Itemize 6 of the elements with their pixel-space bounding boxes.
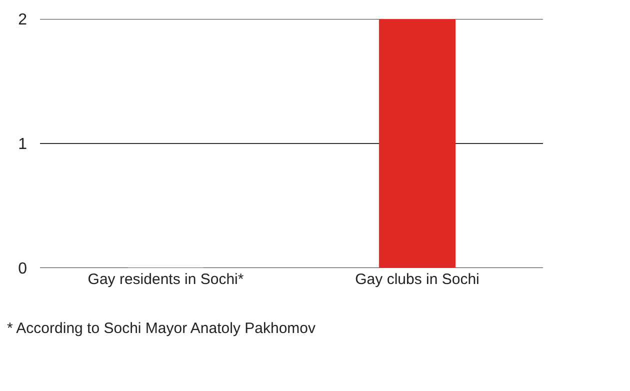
y-tick-label: 0 — [18, 260, 28, 278]
y-tick-label: 2 — [18, 12, 28, 29]
y-tick-label: 1 — [18, 136, 28, 154]
text: * According to Sochi Mayor Anatoly Pakhomov — [7, 320, 316, 337]
x-tick-label: Gay clubs in Sochi — [355, 271, 480, 288]
x-tick-label: Gay residents in Sochi* — [88, 271, 244, 288]
